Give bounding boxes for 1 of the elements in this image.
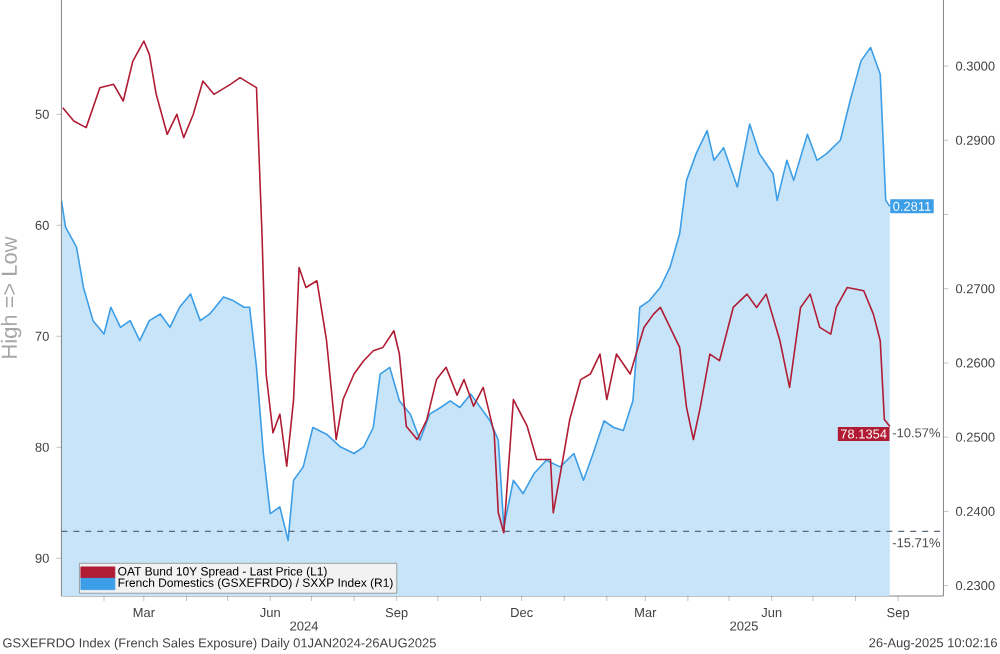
y-axis-title: High => Low — [0, 236, 22, 358]
